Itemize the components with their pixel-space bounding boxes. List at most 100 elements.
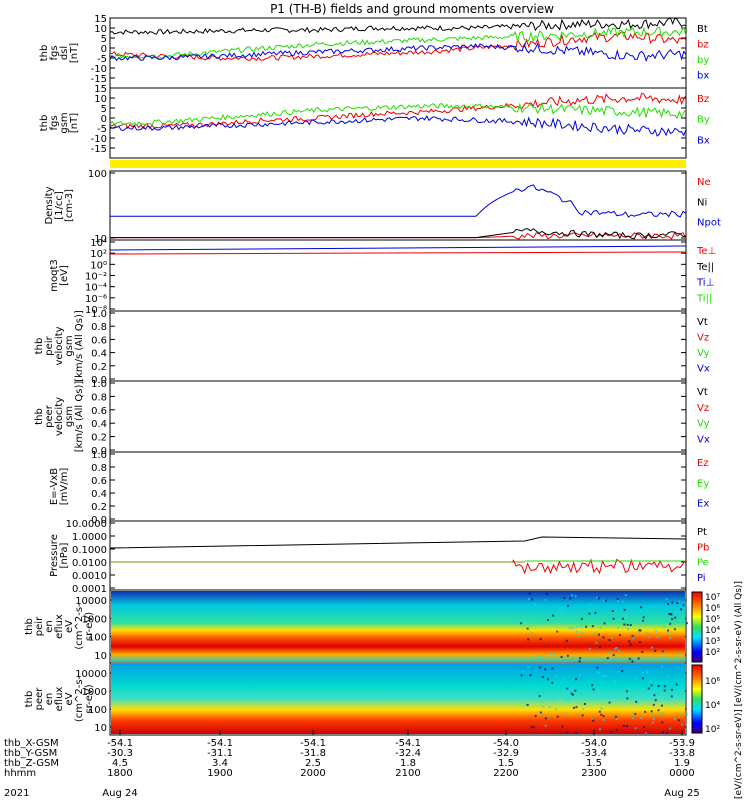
legend-entry: Vx [697, 364, 710, 375]
heatmap-noise [651, 713, 654, 716]
colorbar-tick-label: 10⁴ [705, 626, 720, 636]
series-line-pt [109, 536, 687, 549]
y-axis-label: thb [34, 338, 45, 355]
heatmap-noise [669, 622, 672, 625]
heatmap-noise [661, 665, 664, 668]
heatmap-noise [543, 691, 546, 694]
heatmap-noise [554, 682, 557, 685]
legend-entry: Bt [697, 24, 708, 35]
heatmap-noise [599, 728, 602, 731]
heatmap-noise [565, 639, 568, 642]
x-axis-labels: thb_X-GSM -54.1 -54.1 -54.1 -54.1 -54.0 -54.0-… [4, 730, 700, 799]
heatmap-noise [631, 717, 634, 720]
heatmap-noise [581, 714, 584, 717]
heatmap-noise [550, 610, 553, 613]
heatmap-noise [626, 725, 629, 728]
heatmap-noise [534, 714, 537, 717]
heatmap-noise [602, 714, 605, 717]
heatmap-noise [670, 695, 673, 698]
heatmap-noise [596, 671, 599, 674]
y-tick-label: 10000 [75, 669, 107, 680]
heatmap-noise [548, 705, 551, 708]
heatmap-noise [592, 688, 595, 691]
heatmap-noise [626, 697, 629, 700]
heatmap-noise [534, 691, 537, 694]
y-axis-label: (cm^2-s- [74, 603, 85, 650]
heatmap-noise [626, 614, 629, 617]
legend-entry: Vt [697, 317, 708, 328]
heatmap-noise [646, 671, 649, 674]
panel-frame [109, 662, 687, 736]
heatmap-noise [676, 602, 679, 605]
y-axis-label: (cm^2-s- [74, 675, 85, 722]
date-label: Aug 24 [102, 788, 137, 799]
heatmap-noise [674, 616, 677, 619]
heatmap-noise [648, 636, 651, 639]
heatmap-noise [598, 671, 601, 674]
heatmap-noise [667, 603, 670, 606]
panel-peer_en_eflux: thb peer en eflux eV (cm^2-s-sr-eV) 10000 1000 1… [24, 662, 688, 736]
y-tick-label: 100 [88, 705, 107, 716]
x-tick-label: 4.5 [112, 758, 128, 769]
legend-entry: by [697, 55, 709, 66]
heatmap-noise [638, 641, 641, 644]
heatmap-noise [600, 681, 603, 684]
heatmap-noise [632, 712, 635, 715]
heatmap-noise [634, 618, 637, 621]
y-tick-label: 1.0000 [72, 532, 107, 543]
y-tick-label: 5 [101, 104, 107, 115]
heatmap-noise [599, 627, 602, 630]
heatmap-noise [605, 675, 608, 678]
y-axis-label: velocity [54, 397, 65, 436]
heatmap-fill [111, 664, 685, 734]
heatmap-noise [652, 703, 655, 706]
heatmap-noise [578, 635, 581, 638]
heatmap-noise [581, 632, 584, 635]
heatmap-noise [610, 730, 613, 733]
heatmap-noise [677, 719, 680, 722]
heatmap-noise [542, 705, 545, 708]
x-tick-label: -32.9 [493, 748, 519, 759]
heatmap-noise [537, 654, 540, 657]
y-tick-label: 0.8 [91, 392, 107, 403]
panel-pressure: Pressure [nPa] 10.0000 1.0000 0.1000 0.0100 0.… [49, 519, 709, 595]
heatmap-noise [540, 713, 543, 716]
heatmap-noise [576, 625, 579, 628]
y-tick-label: 0.2 [91, 433, 107, 444]
heatmap-noise [647, 687, 650, 690]
x-tick-label: -54.1 [300, 738, 326, 749]
y-tick-label: 10⁻⁴ [85, 283, 107, 294]
heatmap-noise [640, 606, 643, 609]
heatmap-noise [539, 638, 542, 641]
x-tick-label: 1800 [107, 768, 132, 779]
legend-entry: Pe [697, 558, 709, 569]
heatmap-noise [650, 710, 653, 713]
y-axis-label: fgs [49, 115, 60, 130]
heatmap-noise [637, 657, 640, 660]
y-axis-label: en [44, 693, 55, 706]
heatmap-noise [555, 708, 558, 711]
heatmap-noise [569, 686, 572, 689]
heatmap-noise [637, 701, 640, 704]
heatmap-noise [680, 686, 683, 689]
series-line-bt [109, 17, 687, 35]
heatmap-noise [566, 699, 569, 702]
heatmap-noise [560, 609, 563, 612]
x-tick-label: 0000 [669, 768, 694, 779]
y-axis-label: en [44, 620, 55, 633]
heatmap-noise [566, 687, 569, 690]
heatmap-noise [604, 599, 607, 602]
series-line-by [109, 26, 687, 60]
colorbar-label: [eV/(cm^2-s-sr-eV)] [eV/(cm^2-s-sr-eV) (… [734, 581, 744, 799]
heatmap-noise [549, 652, 552, 655]
heatmap-noise [665, 598, 668, 601]
series-line-ti-perp [109, 245, 687, 251]
heatmap-noise [595, 641, 598, 644]
y-tick-label: 10⁻⁸ [85, 305, 107, 316]
heatmap-noise [655, 630, 658, 633]
legend-entry: Vt [697, 387, 708, 398]
heatmap-noise [608, 652, 611, 655]
heatmap-noise [548, 715, 551, 718]
heatmap-noise [626, 623, 629, 626]
heatmap-noise [668, 613, 671, 616]
